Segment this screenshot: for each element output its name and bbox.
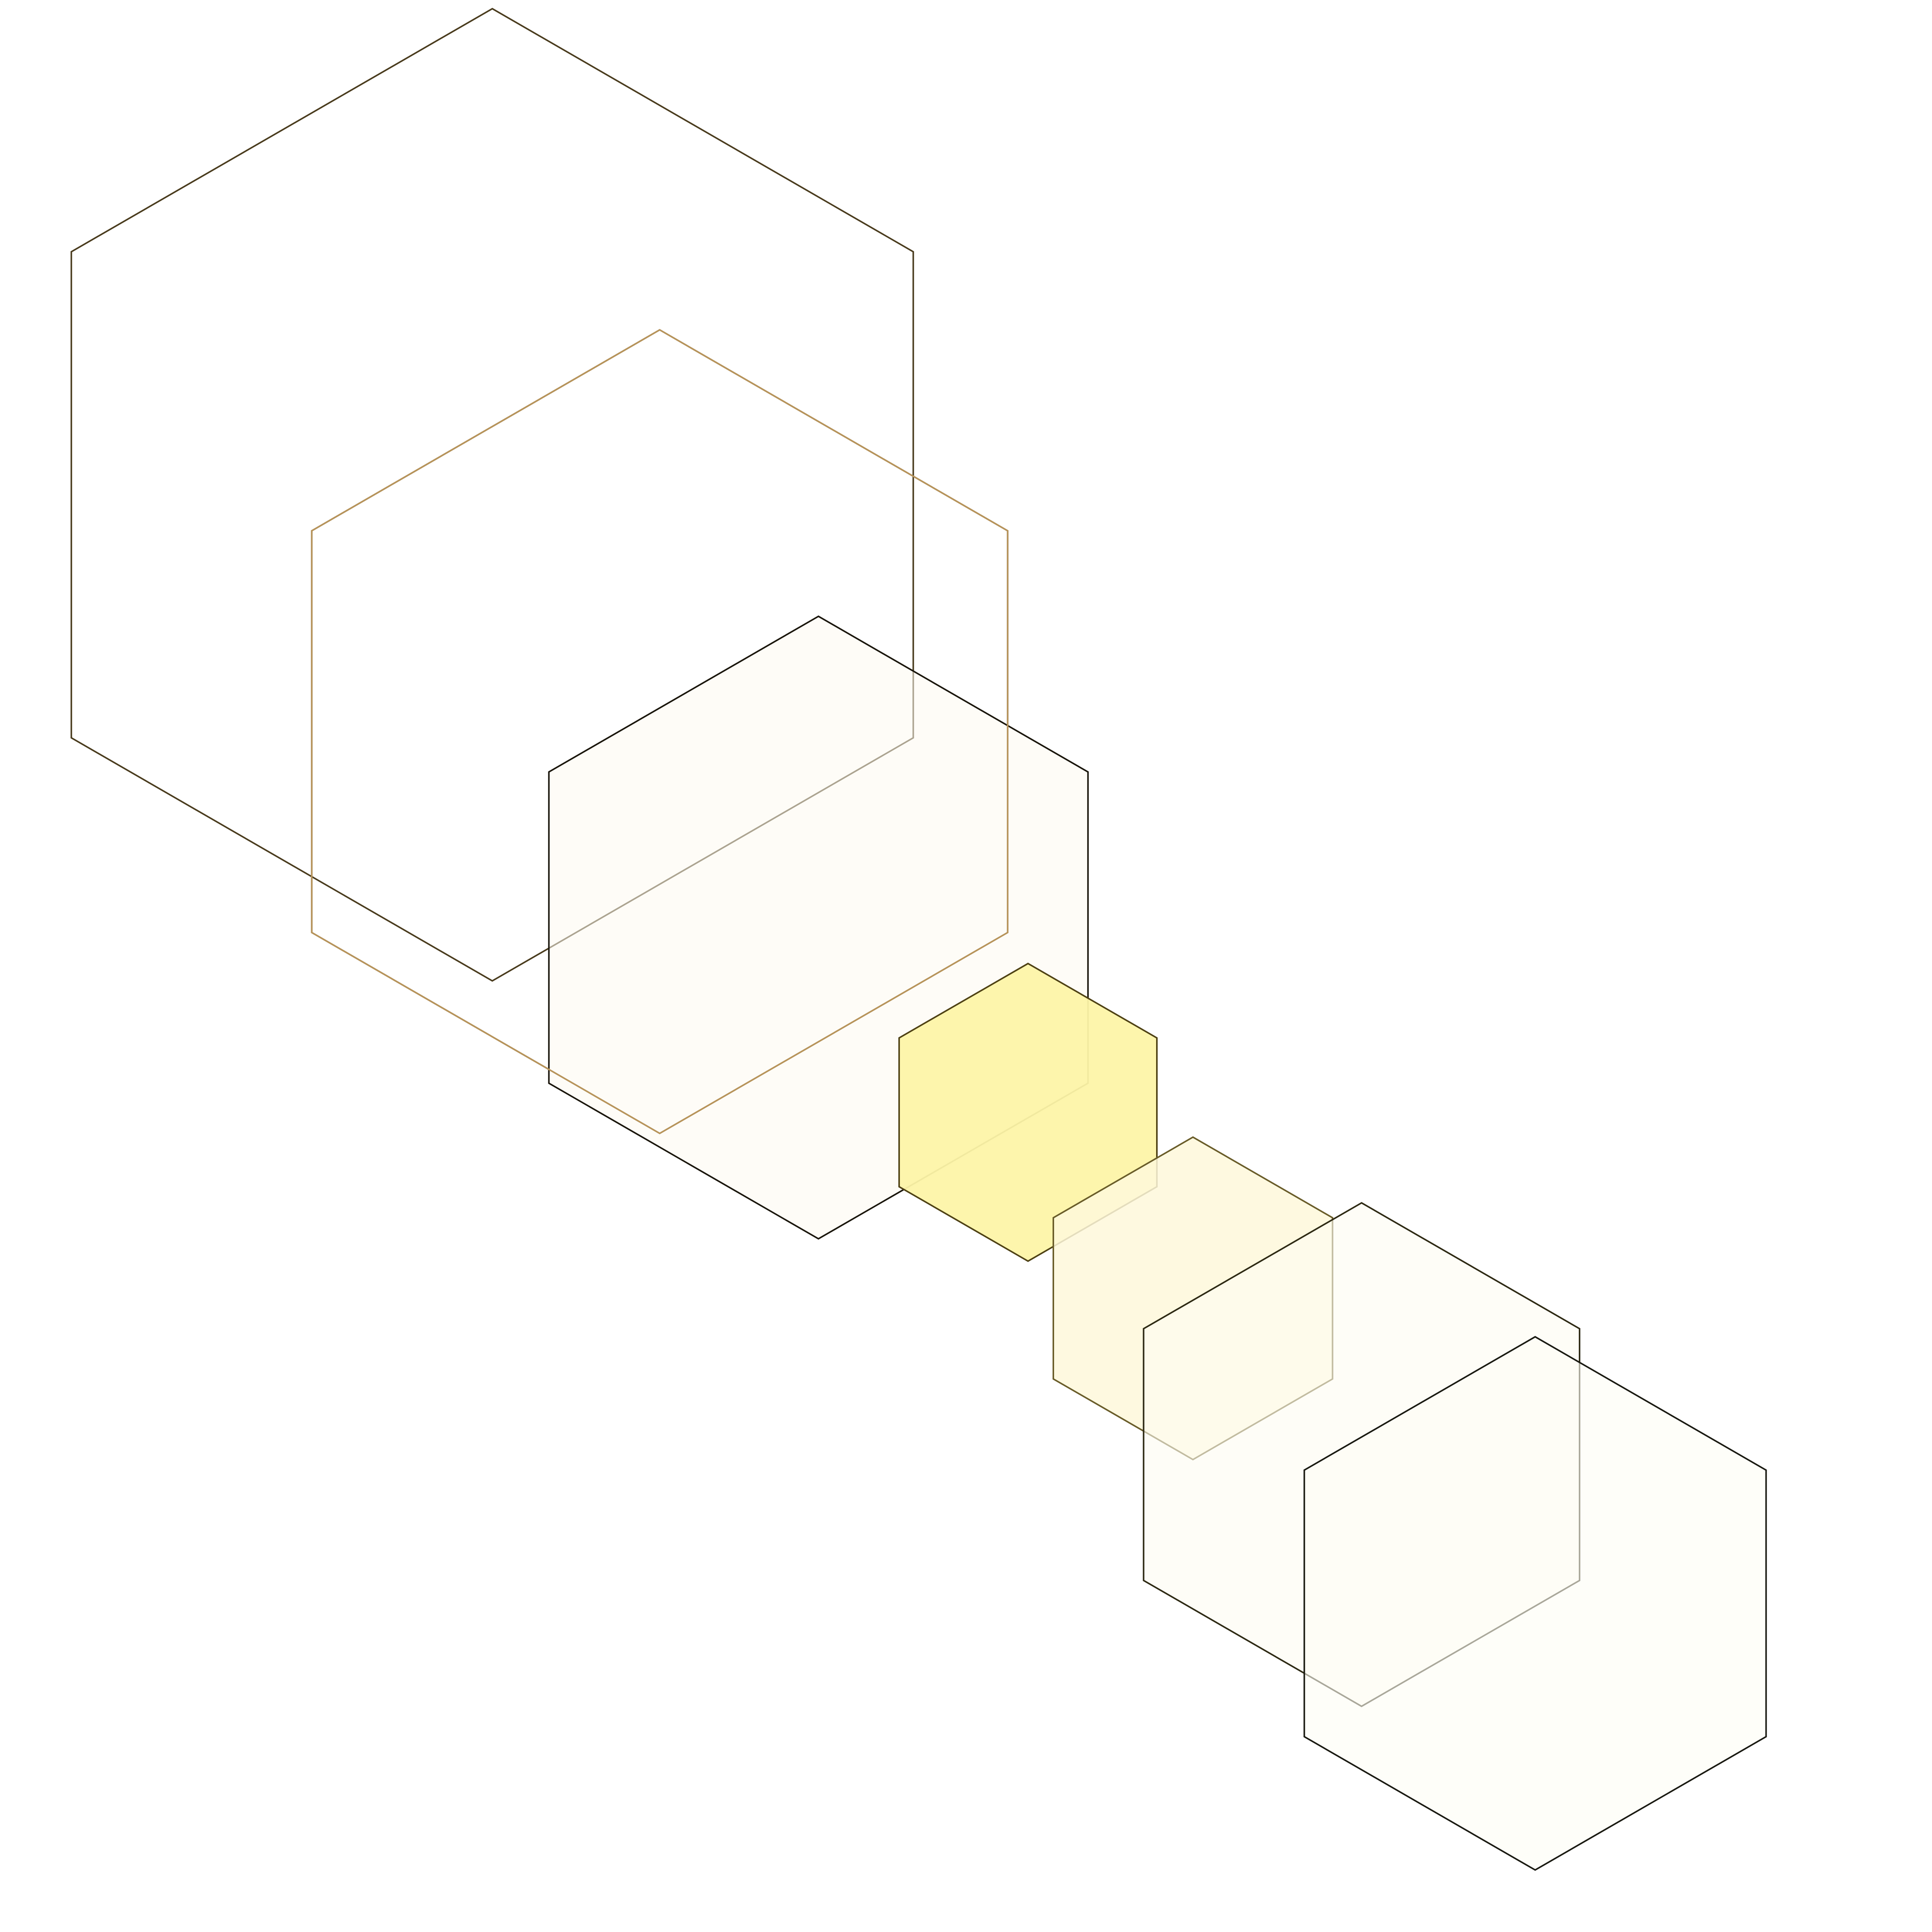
hexagon-layer <box>70 8 1767 1871</box>
hexagon-4 <box>311 329 1009 1134</box>
hexagon-1 <box>70 8 914 982</box>
hexagon-8 <box>1303 1336 1767 1871</box>
hexagon-5 <box>898 963 1158 1262</box>
